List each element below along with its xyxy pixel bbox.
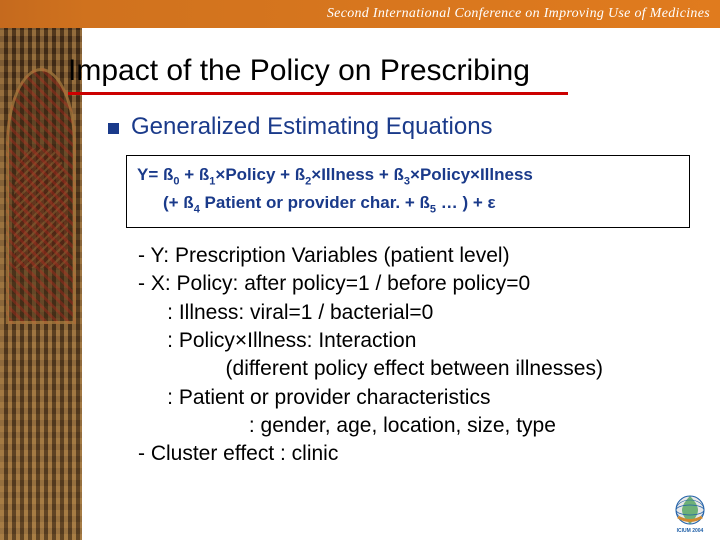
explain-line: - Cluster effect : clinic bbox=[138, 440, 690, 468]
top-banner: Second International Conference on Impro… bbox=[0, 0, 720, 28]
title-underline bbox=[68, 92, 568, 95]
explain-line: (different policy effect between illness… bbox=[138, 355, 690, 383]
explain-line: - Y: Prescription Variables (patient lev… bbox=[138, 242, 690, 270]
slide-title: Impact of the Policy on Prescribing bbox=[68, 54, 690, 88]
slide: Second International Conference on Impro… bbox=[0, 0, 720, 540]
subheading-row: Generalized Estimating Equations bbox=[108, 113, 690, 141]
explain-line: : gender, age, location, size, type bbox=[138, 412, 690, 440]
subheading-text: Generalized Estimating Equations bbox=[131, 113, 493, 141]
equation-line-1: Y= ß0 + ß1×Policy + ß2×Illness + ß3×Poli… bbox=[137, 162, 679, 190]
equation-line-2: (+ ß4 Patient or provider char. + ß5 … )… bbox=[137, 190, 679, 218]
explain-line: : Patient or provider characteristics bbox=[138, 384, 690, 412]
bullet-square-icon bbox=[108, 123, 119, 134]
explain-line: : Policy×Illness: Interaction bbox=[138, 327, 690, 355]
left-decorative-strip bbox=[0, 28, 82, 540]
explanation-block: - Y: Prescription Variables (patient lev… bbox=[138, 242, 690, 469]
temple-ornament-icon bbox=[14, 148, 68, 268]
equation-box: Y= ß0 + ß1×Policy + ß2×Illness + ß3×Poli… bbox=[126, 155, 690, 228]
svg-text:ICIUM 2004: ICIUM 2004 bbox=[677, 528, 704, 534]
banner-text: Second International Conference on Impro… bbox=[327, 6, 710, 22]
conference-logo-icon: ICIUM 2004 bbox=[668, 490, 712, 534]
explain-line: - X: Policy: after policy=1 / before pol… bbox=[138, 270, 690, 298]
explain-line: : Illness: viral=1 / bacterial=0 bbox=[138, 299, 690, 327]
content-area: Impact of the Policy on Prescribing Gene… bbox=[82, 28, 720, 540]
